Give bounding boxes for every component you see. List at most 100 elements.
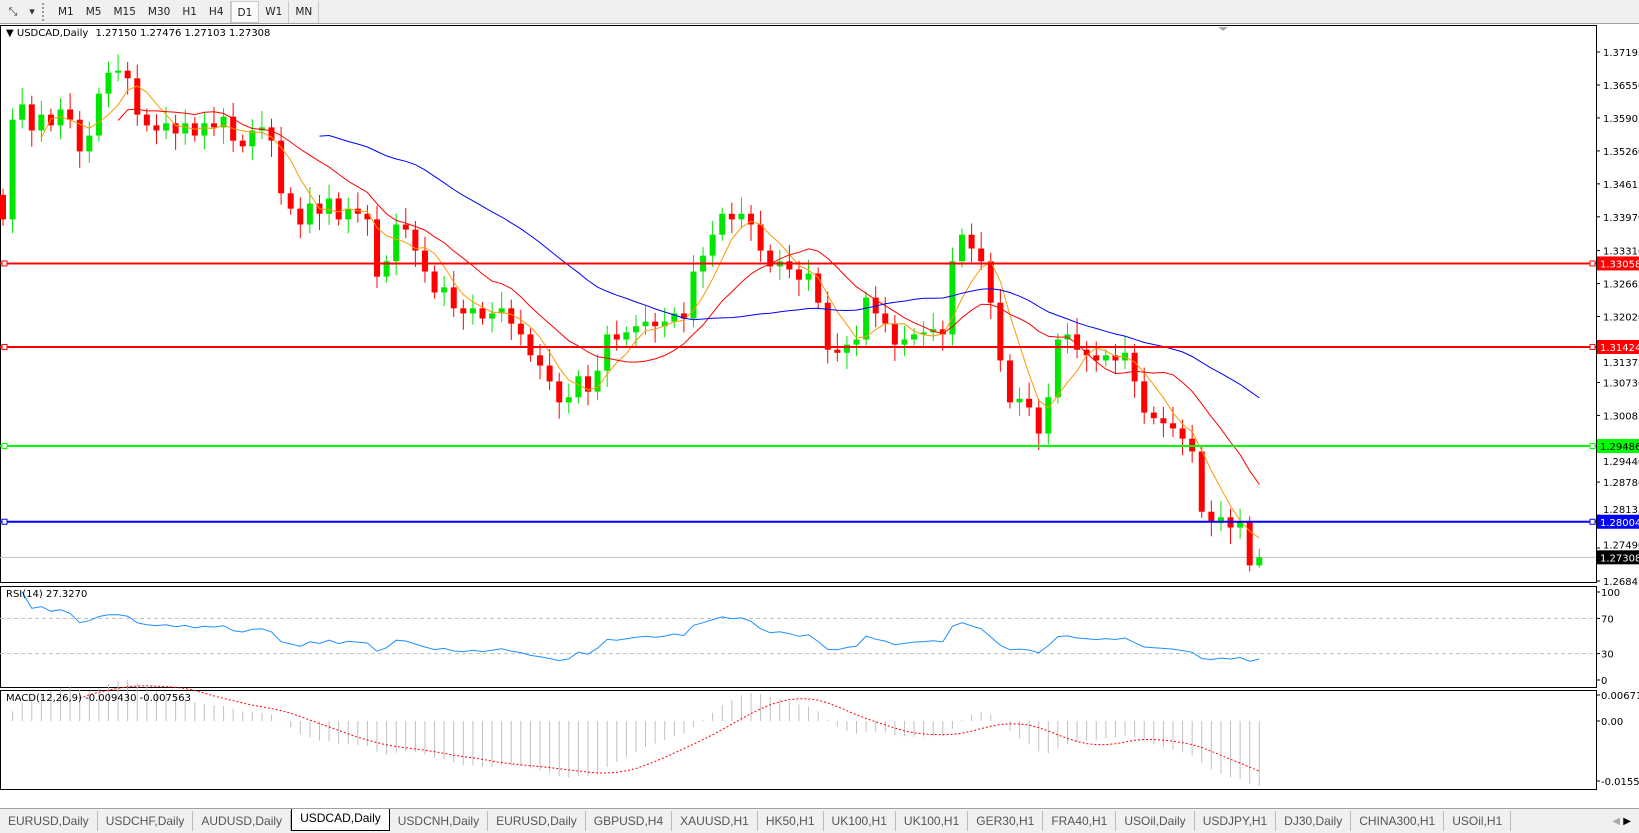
chart-tab[interactable]: HK50,H1 <box>758 811 824 831</box>
chart-tab[interactable]: USOil,Daily <box>1116 811 1195 831</box>
candle-body <box>680 313 687 319</box>
candle-body <box>431 271 438 293</box>
candle-body <box>738 213 745 220</box>
timeframe-h1[interactable]: H1 <box>182 5 197 18</box>
timeframe-m15[interactable]: M15 <box>113 5 136 18</box>
scroll-right-icon[interactable]: ▶ <box>1623 815 1631 827</box>
candle-body <box>182 123 189 134</box>
chart-tab[interactable]: GER30,H1 <box>968 811 1044 831</box>
timeframe-m5[interactable]: M5 <box>85 5 102 18</box>
candle-body <box>479 308 486 319</box>
line-handle-left[interactable] <box>1 443 8 450</box>
price-tick-label: 1.27490 <box>1603 540 1639 551</box>
price-tick-label: 1.31375 <box>1603 358 1639 369</box>
candle-body <box>652 321 659 327</box>
candle-body <box>297 208 304 225</box>
candle-body <box>997 302 1004 361</box>
candle-body <box>383 261 390 277</box>
chart-tab[interactable]: CHINA300,H1 <box>1351 811 1445 831</box>
chart-tab[interactable]: USDCHF,Daily <box>98 811 194 831</box>
price-tick-label: 1.35260 <box>1603 147 1639 158</box>
candle-body <box>508 308 515 324</box>
candle-body <box>748 213 755 225</box>
current-price-label: 1.27308 <box>1600 553 1639 564</box>
timeframe-h4[interactable]: H4 <box>208 5 224 18</box>
candle-body <box>584 376 591 392</box>
candle-body <box>795 269 802 280</box>
timeframe-w1[interactable]: W1 <box>265 5 283 18</box>
candle-body <box>489 313 496 319</box>
candle-body <box>527 334 534 356</box>
timeframe-mn[interactable]: MN <box>295 5 313 18</box>
scroll-left-icon[interactable]: ◀ <box>1612 815 1621 827</box>
candle-body <box>556 381 563 403</box>
chart-tab[interactable]: EURUSD,Daily <box>488 811 586 831</box>
candle-body <box>786 261 793 270</box>
candle-body <box>987 261 994 303</box>
toolbar-grip[interactable] <box>42 2 48 21</box>
timeframe-m30[interactable]: M30 <box>147 5 171 18</box>
chart-tab[interactable]: DJ30,Daily <box>1276 811 1352 831</box>
candle-body <box>632 326 639 333</box>
candle-body <box>604 334 611 371</box>
candle-body <box>38 114 45 131</box>
candle-body <box>1054 339 1061 398</box>
line-handle-right[interactable] <box>1589 343 1596 350</box>
candle-body <box>210 123 217 128</box>
candle-body <box>757 224 764 251</box>
chart-tab[interactable]: XAUUSD,H1 <box>672 811 758 831</box>
candle-body <box>258 127 265 131</box>
shift-marker-icon[interactable] <box>1218 27 1228 31</box>
price-level-label-bg <box>1597 256 1639 271</box>
candle-body <box>613 334 620 340</box>
chart-tab[interactable]: USOil,H1 <box>1444 811 1512 831</box>
chart-tab[interactable]: EURUSD,Daily <box>0 811 98 831</box>
chart-menu-arrow-icon[interactable]: ▼ <box>6 28 14 39</box>
line-handle-left[interactable] <box>1 518 8 525</box>
candle-body <box>76 119 83 152</box>
candle-body <box>374 219 381 277</box>
chart-tab[interactable]: FRA40,H1 <box>1043 811 1117 831</box>
candle-body <box>834 349 841 353</box>
chart-tab[interactable]: UK100,H1 <box>824 811 896 831</box>
line-handle-right[interactable] <box>1589 518 1596 525</box>
chart-tab[interactable]: USDJPY,H1 <box>1195 811 1277 831</box>
chart-tab[interactable]: USDCNH,Daily <box>390 811 489 831</box>
line-tool-icon[interactable]: ⤡ <box>8 4 18 18</box>
candle-body <box>19 104 26 120</box>
price-tick-label: 1.34615 <box>1603 180 1639 191</box>
chart-tab[interactable]: USDCAD,Daily <box>291 809 390 831</box>
chart-tab[interactable]: AUDUSD,Daily <box>193 811 292 831</box>
timeframe-d1[interactable]: D1 <box>230 0 260 23</box>
candle-body <box>565 397 572 403</box>
moving-average-line <box>40 85 1260 539</box>
candle-body <box>335 198 342 220</box>
candle-body <box>498 308 505 314</box>
line-handle-left[interactable] <box>1 343 8 350</box>
candle-body <box>1093 355 1100 361</box>
candle-body <box>1179 428 1186 439</box>
price-tick-label: 1.35905 <box>1603 114 1639 125</box>
line-handle-right[interactable] <box>1589 443 1596 450</box>
timeframe-m1[interactable]: M1 <box>58 5 74 18</box>
chart-area[interactable]: 1.37195 1.36550 1.35905 1.35260 1.34615 1.339… <box>0 25 1639 790</box>
chart-tab[interactable]: GBPUSD,H4 <box>586 811 673 831</box>
candle-body <box>268 127 275 141</box>
timeframe-toolbar: ⤡ ▾ M1 M5 M15 M30 H1 H4 D1 W1 MN <box>0 0 1639 24</box>
candle-body <box>623 332 630 340</box>
line-handle-left[interactable] <box>1 260 8 267</box>
price-tick-label: 1.30730 <box>1603 378 1639 389</box>
price-level-label: 1.28004 <box>1600 518 1639 529</box>
candle-body <box>1169 423 1176 429</box>
price-tick-label: 1.33310 <box>1603 247 1639 258</box>
candle-body <box>105 72 112 94</box>
chart-tab[interactable]: UK100,H1 <box>896 811 969 831</box>
candle-body <box>671 313 678 322</box>
candle-body <box>546 365 553 382</box>
candle-body <box>939 329 946 335</box>
candle-body <box>863 297 870 340</box>
candle-body <box>287 193 294 209</box>
line-handle-right[interactable] <box>1589 260 1596 267</box>
rsi-tick-label: 100 <box>1601 588 1620 599</box>
dropdown-arrow-icon[interactable]: ▾ <box>29 5 35 18</box>
